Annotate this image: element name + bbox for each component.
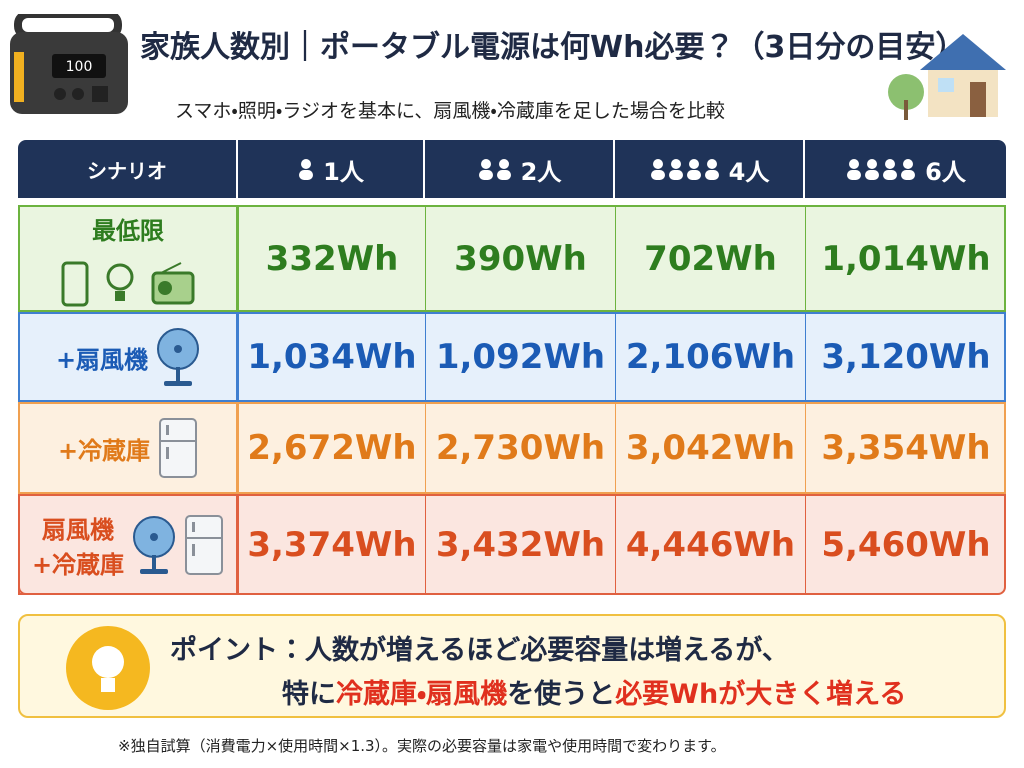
column-header: 2人 [425,140,615,198]
row-label-text: +冷蔵庫 [58,431,150,466]
row-label: 扇風機 +冷蔵庫 [18,494,238,595]
column-header: 4人 [615,140,805,198]
row-label: +冷蔵庫 [18,402,238,494]
row-label: 最低限 [18,205,238,312]
power-station-icon: 100 [10,14,128,114]
house-illustration [888,34,1006,120]
fan-icon [133,515,176,574]
value-cell: 1,034Wh [238,312,425,402]
fridge-icon [185,514,224,575]
value-cell: 1,092Wh [425,312,615,402]
header-text: 4人 [728,157,770,186]
label-line: 最低限 [92,216,164,245]
value-cell: 5,460Wh [805,494,1006,595]
phone-icon [61,261,89,306]
point-text: 特に [282,679,336,710]
device-display: 100 [66,59,93,75]
people-icon [299,159,314,180]
point-box: ポイント：人数が増えるほど必要容量は増えるが、 特に冷蔵庫・扇風機を使うと必要W… [18,614,1006,718]
row-label-text: 扇風機 +冷蔵庫 [32,510,124,580]
header-text: 6人 [925,157,966,186]
point-line1: ポイント：人数が増えるほど必要容量は増えるが、 [170,635,789,666]
header-text: 2人 [520,157,562,186]
emphasis-text: 冷蔵庫・扇風機 [336,679,508,710]
value-cell: 332Wh [238,205,425,312]
radio-icon [151,261,195,304]
people-icon [650,159,719,180]
row-label-text: 最低限 [20,211,236,246]
label-line: 扇風機 [41,515,114,544]
people-icon [847,159,916,180]
row-label-text: +扇風機 [56,340,148,375]
value-cell: 2,730Wh [425,402,615,494]
footnote: ※独自試算（消費電力×使用時間×1.3）。実際の必要容量は家電や使用時間で変わり… [118,737,726,755]
label-line: +冷蔵庫 [57,436,151,465]
value-cell: 4,446Wh [615,494,805,595]
value-cell: 3,432Wh [425,494,615,595]
value-cell: 3,354Wh [805,402,1006,494]
emphasis-text: 必要Whが大きく増える [615,679,907,710]
value-cell: 2,106Wh [615,312,805,402]
column-header: 1人 [238,140,425,198]
value-cell: 3,042Wh [615,402,805,494]
people-icon [478,159,511,180]
label-line: +冷蔵庫 [31,550,125,579]
header-text: シナリオ [87,158,167,183]
subtitle: スマホ・照明・ラジオを基本に、扇風機・冷蔵庫を足した場合を比較 [175,100,725,122]
bulb-icon [66,626,150,710]
value-cell: 3,120Wh [805,312,1006,402]
column-header: シナリオ [18,140,238,198]
header-text: 1人 [323,157,364,186]
label-line: +扇風機 [55,345,149,374]
fan-icon [157,328,200,386]
value-cell: 3,374Wh [238,494,425,595]
fridge-icon [159,418,198,478]
lightbulb-icon [106,263,134,301]
value-cell: 702Wh [615,205,805,312]
row-background [18,494,1006,595]
value-cell: 390Wh [425,205,615,312]
value-cell: 2,672Wh [238,402,425,494]
value-cell: 1,014Wh [805,205,1006,312]
column-header: 6人 [805,140,1006,198]
point-line2: 特に冷蔵庫・扇風機を使うと必要Whが大きく増える [282,672,906,711]
title: 家族人数別｜ポータブル電源は何Wh必要？（3日分の目安） [140,30,966,65]
point-text: を使うと [507,679,616,710]
row-label: +扇風機 [18,312,238,402]
